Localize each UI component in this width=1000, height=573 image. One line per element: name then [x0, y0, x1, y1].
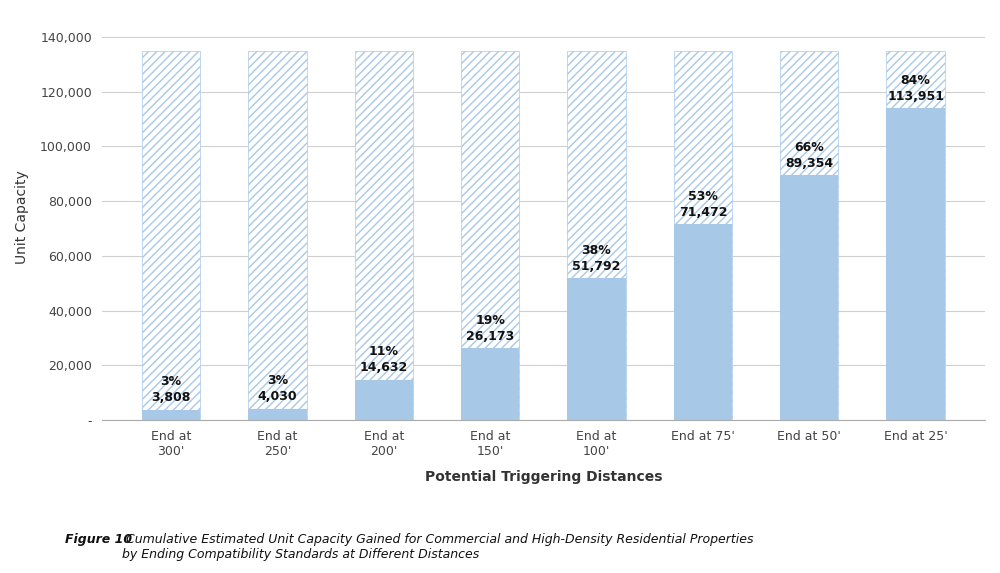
Bar: [886, 50, 945, 420]
Bar: [355, 50, 413, 420]
X-axis label: Potential Triggering Distances: Potential Triggering Distances: [425, 469, 662, 484]
Bar: [142, 50, 200, 420]
Text: 38%
51,792: 38% 51,792: [572, 244, 621, 273]
Text: 19%
26,173: 19% 26,173: [466, 314, 514, 343]
Text: 3%
3,808: 3% 3,808: [151, 375, 191, 404]
Bar: [248, 50, 307, 420]
Bar: [674, 225, 732, 420]
Text: 53%
71,472: 53% 71,472: [679, 190, 727, 219]
Text: 3%
4,030: 3% 4,030: [258, 375, 297, 403]
Bar: [567, 278, 626, 420]
Bar: [355, 380, 413, 420]
Text: 11%
14,632: 11% 14,632: [360, 346, 408, 375]
Bar: [886, 108, 945, 420]
Bar: [780, 175, 838, 420]
Bar: [780, 50, 838, 420]
Bar: [248, 409, 307, 420]
Text: Figure 10: Figure 10: [65, 533, 132, 546]
Y-axis label: Unit Capacity: Unit Capacity: [15, 171, 29, 264]
Bar: [461, 348, 519, 420]
Text: 66%
89,354: 66% 89,354: [785, 141, 833, 170]
Bar: [461, 50, 519, 420]
Bar: [142, 410, 200, 420]
Bar: [674, 50, 732, 420]
Bar: [567, 50, 626, 420]
Text: Cumulative Estimated Unit Capacity Gained for Commercial and High-Density Reside: Cumulative Estimated Unit Capacity Gaine…: [122, 533, 754, 561]
Text: 84%
113,951: 84% 113,951: [887, 74, 944, 103]
